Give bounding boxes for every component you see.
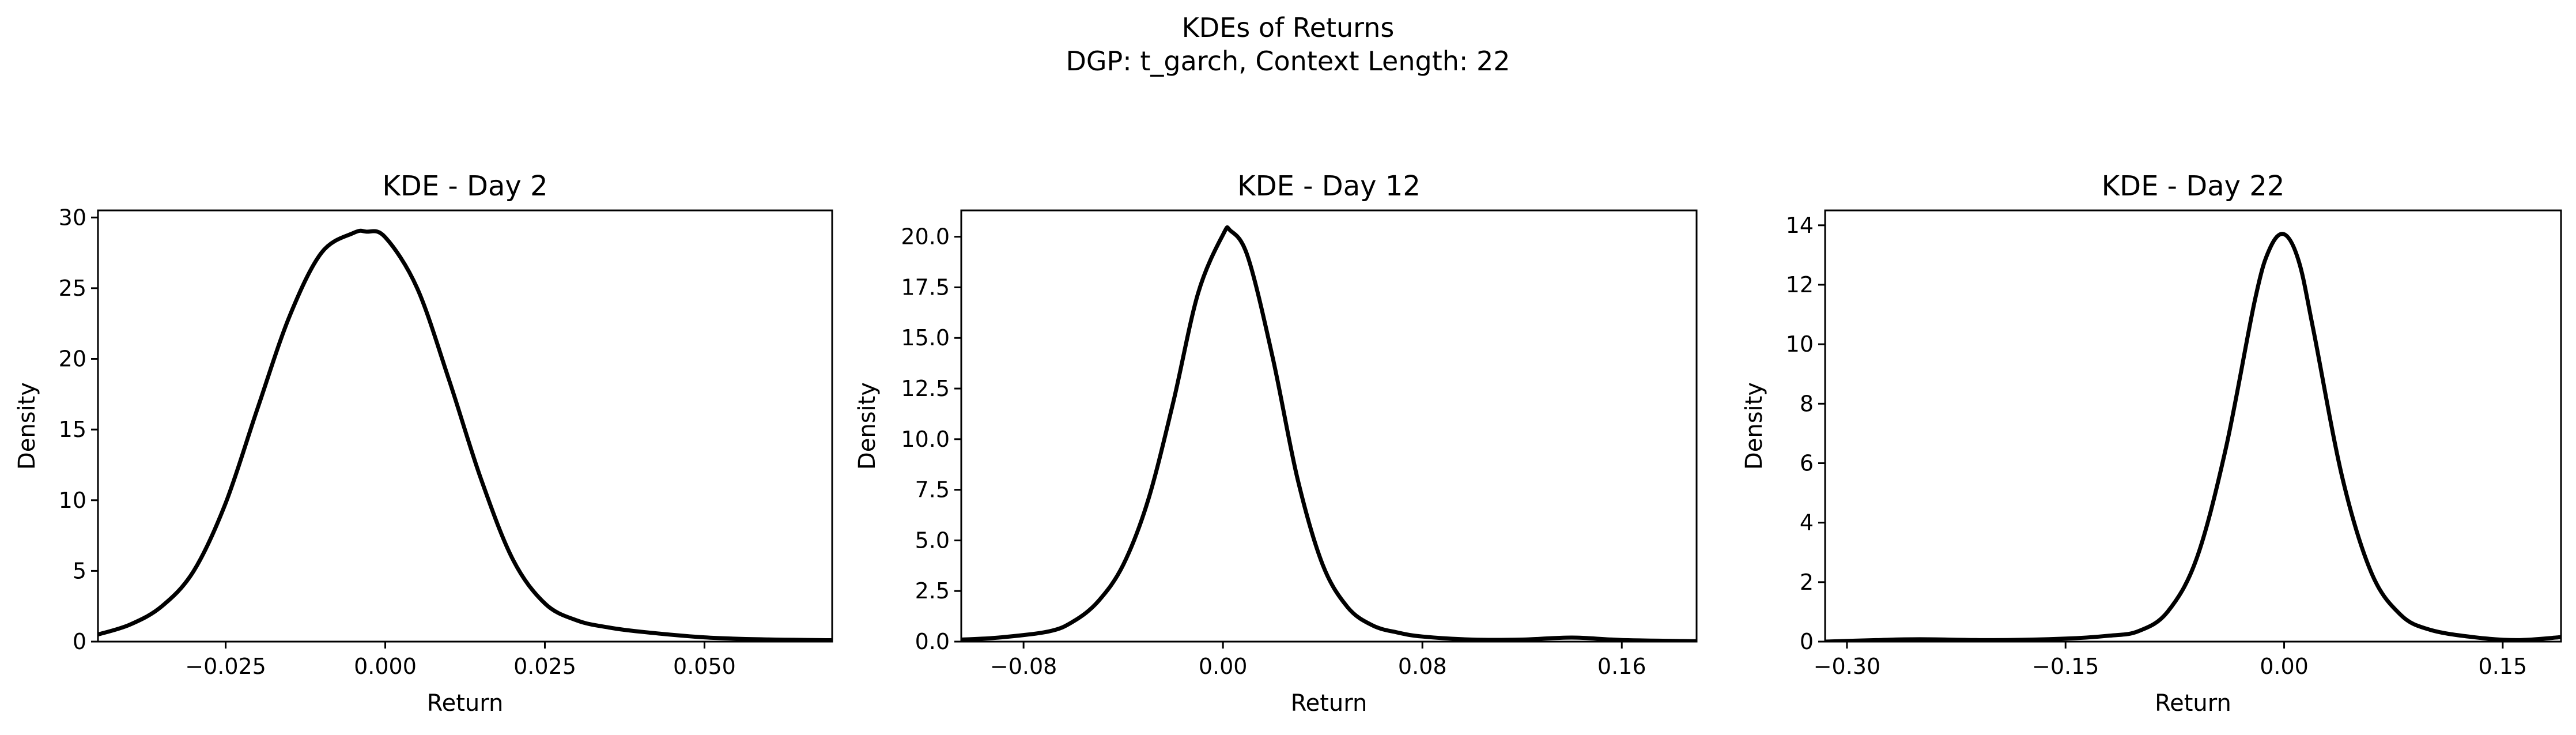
y-tick-label: 14 [1786,213,1814,238]
subplot-day-12: −0.08 0.00 0.08 0.16 0.0 2.5 5.0 7.5 10.0 12.5 15.… [854,170,1697,717]
x-tick-label: −0.08 [990,654,1057,679]
y-tick-label: 4 [1800,510,1814,536]
x-axis-label: Return [1291,690,1368,717]
x-tick-label: −0.15 [2032,654,2099,679]
subplot-title: KDE - Day 12 [1237,170,1421,202]
y-tick-label: 2 [1800,570,1814,595]
x-tick-label: 0.000 [354,654,417,679]
y-tick-label: 7.5 [915,477,950,503]
figure-title-line2: DGP: t_garch, Context Length: 22 [1066,46,1510,77]
y-tick-label: 30 [59,205,86,230]
y-tick-label: 20.0 [901,224,950,250]
y-axis-label: Density [14,382,40,470]
y-tick-label: 10.0 [901,427,950,452]
y-tick-label: 0.0 [915,629,950,654]
y-tick-label: 8 [1800,391,1814,416]
x-axis-label: Return [427,690,504,717]
figure-title-line1: KDEs of Returns [1182,12,1395,43]
y-tick-label: 2.5 [915,578,950,604]
y-tick-label: 5.0 [915,527,950,553]
y-tick-label: 6 [1800,450,1814,476]
kde-curve [98,231,832,640]
x-tick-label: 0.16 [1597,654,1646,679]
y-tick-label: 0 [73,629,86,654]
axes-frame [1825,210,2561,642]
subplot-day-22: −0.30 −0.15 0.00 0.15 0 2 4 6 8 10 12 14 KDE - Day 2… [1741,170,2561,717]
x-tick-label: 0.050 [673,654,736,679]
y-tick-label: 25 [59,276,86,301]
y-tick-label: 17.5 [901,274,950,300]
y-tick-label: 5 [73,558,86,583]
x-tick-label: 0.025 [513,654,576,679]
subplot-title: KDE - Day 22 [2102,170,2285,202]
y-tick-label: 12.5 [901,376,950,401]
x-tick-label: 0.00 [1199,654,1248,679]
y-tick-label: 10 [1786,331,1814,357]
y-tick-label: 20 [59,346,86,372]
x-tick-label: 0.15 [2479,654,2528,679]
y-tick-label: 10 [59,488,86,513]
x-tick-label: 0.08 [1398,654,1447,679]
y-tick-label: 15 [59,417,86,442]
y-tick-label: 15.0 [901,325,950,350]
kde-curve [961,227,1697,641]
subplot-day-2: −0.025 0.000 0.025 0.050 0 5 10 15 20 25 30 KDE - D… [14,170,832,717]
x-tick-label: 0.00 [2260,654,2309,679]
x-axis-label: Return [2155,690,2231,717]
kde-curve [1825,234,2561,642]
y-tick-label: 12 [1786,272,1814,297]
x-tick-label: −0.025 [185,654,266,679]
y-tick-label: 0 [1800,629,1814,654]
y-axis-label: Density [1741,382,1767,470]
subplot-title: KDE - Day 2 [382,170,547,202]
y-axis-label: Density [854,382,881,470]
x-tick-label: −0.30 [1814,654,1880,679]
